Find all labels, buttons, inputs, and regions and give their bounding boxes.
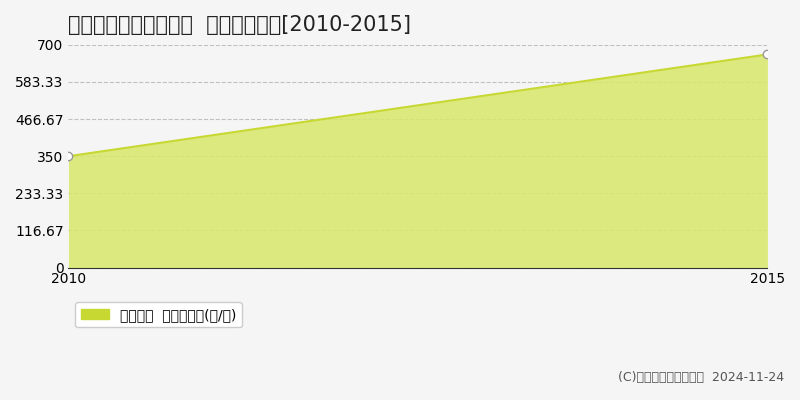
Text: (C)土地価格ドットコム  2024-11-24: (C)土地価格ドットコム 2024-11-24 (618, 371, 784, 384)
Legend: 林地価格  平均坪単価(円/坪): 林地価格 平均坪単価(円/坪) (75, 302, 242, 327)
Text: 北津軽郡鶴田町妙堂崎  林地価格推移[2010-2015]: 北津軽郡鶴田町妙堂崎 林地価格推移[2010-2015] (69, 15, 411, 35)
